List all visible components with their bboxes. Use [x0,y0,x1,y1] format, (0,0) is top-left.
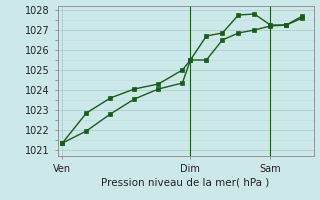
X-axis label: Pression niveau de la mer( hPa ): Pression niveau de la mer( hPa ) [101,178,270,188]
